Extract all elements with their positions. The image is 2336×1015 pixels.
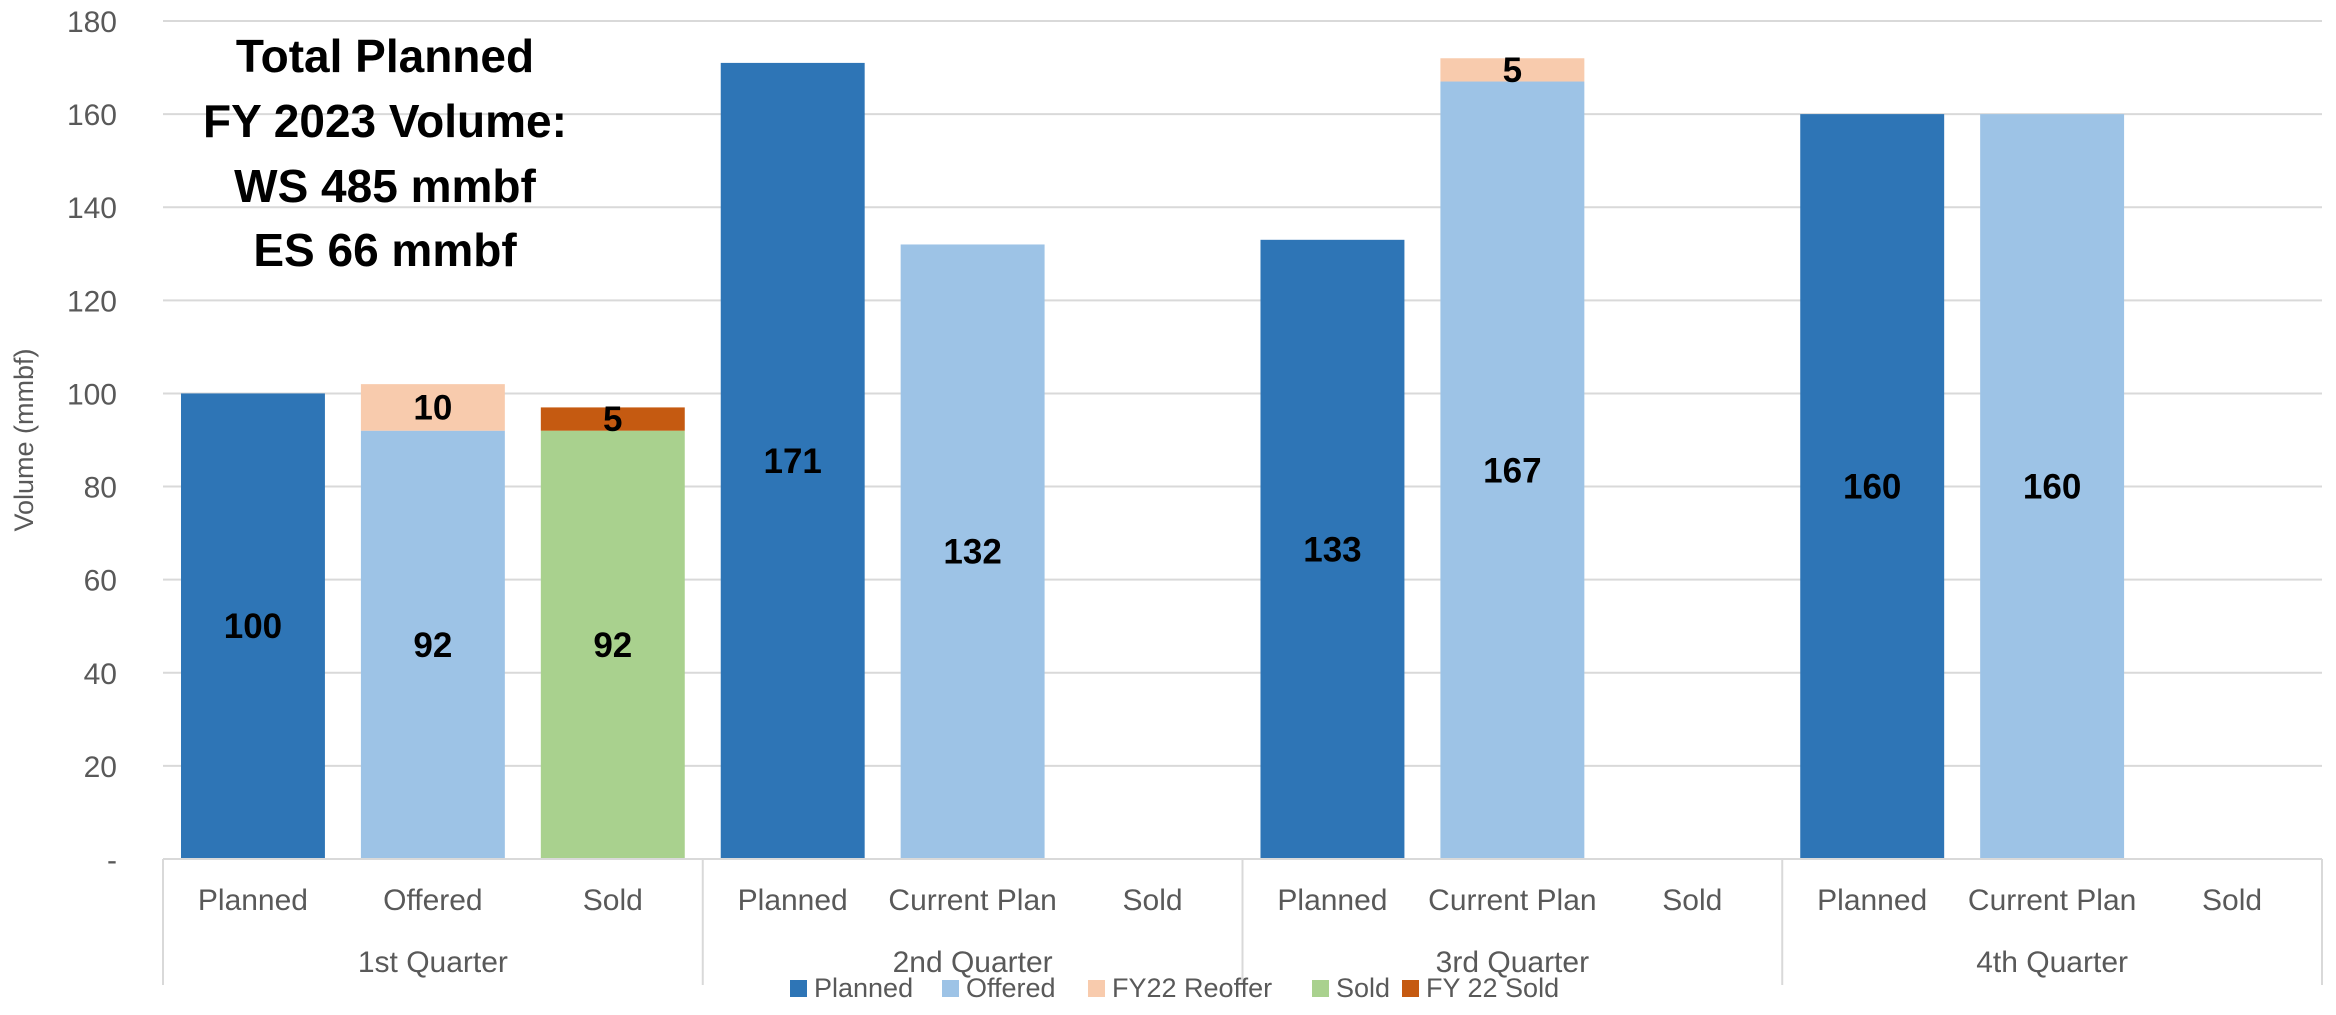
data-label: 92 [593,626,632,665]
legend-label: Planned [814,973,913,1003]
legend-swatch [1312,980,1329,997]
x-tick-label: Planned [1817,884,1927,917]
x-tick-label: Current Plan [888,884,1056,917]
legend-label: Sold [1336,973,1390,1003]
gridlines [163,20,2322,767]
x-tick-label: Sold [583,884,643,917]
group-label: 1st Quarter [358,946,508,979]
annotation-line: FY 2023 Volume: [203,95,567,147]
data-label: 160 [2023,468,2081,507]
bar-segment-sold [540,430,685,859]
data-label: 167 [1483,451,1541,490]
data-label: 92 [413,626,452,665]
legend-label: Offered [966,973,1056,1003]
annotation-line: Total Planned [236,30,534,82]
bar-segment-offered [900,244,1045,859]
y-tick-label: - [107,844,117,877]
data-label: 100 [224,607,282,646]
data-label: 5 [1503,51,1522,90]
y-tick-label: 120 [67,285,117,318]
x-tick-label: Sold [1123,884,1183,917]
y-tick-label: 100 [67,378,117,411]
y-tick-label: 20 [84,751,117,784]
legend-label: FY 22 Sold [1426,973,1559,1003]
data-label: 132 [943,533,1001,572]
bar-segment-offered [360,430,505,859]
x-tick-label: Current Plan [1968,884,2136,917]
bar-segment-offered [1440,81,1585,860]
bar-segment-planned [720,62,865,859]
x-tick-label: Current Plan [1428,884,1596,917]
data-label: 5 [603,400,622,439]
bar-segment-offered [1980,114,2125,860]
data-label: 133 [1303,530,1361,569]
x-tick-label: Offered [383,884,483,917]
data-label: 171 [764,442,822,481]
annotation-line: ES 66 mmbf [253,224,517,276]
y-tick-label: 140 [67,192,117,225]
y-tick-label: 60 [84,565,117,598]
y-axis-title: Volume (mmbf) [9,348,39,531]
group-label: 4th Quarter [1976,946,2128,979]
total-planned-annotation: Total Planned FY 2023 Volume: WS 485 mmbf E… [203,30,567,276]
data-label: 10 [413,388,452,427]
bar-segment-planned [180,393,325,859]
x-tick-label: Planned [738,884,848,917]
bar-segment-fy-22-sold [540,407,685,431]
legend: Planned Offered FY22 Reoffer Sold FY 22 Sold [790,973,1559,1003]
legend-swatch [942,980,959,997]
data-labels: 100 92 10 92 5 171 132 133 167 5 160 160 [224,51,2082,665]
y-tick-label: 80 [84,472,117,505]
legend-swatch [790,980,807,997]
y-tick-label: 180 [67,6,117,39]
legend-swatch [1402,980,1419,997]
bar-segment-planned [1800,114,1945,860]
y-tick-label: 40 [84,658,117,691]
annotation-line: WS 485 mmbf [234,160,536,212]
x-tick-label: Sold [2202,884,2262,917]
x-tick-label: Sold [1662,884,1722,917]
group-label: 3rd Quarter [1436,946,1589,979]
legend-label: FY22 Reoffer [1112,973,1272,1003]
legend-swatch [1088,980,1105,997]
x-tick-label: Planned [1277,884,1387,917]
axes: - 20 40 60 80 100 120 140 160 180 Planned Offered So… [67,6,2323,985]
y-tick-label: 160 [67,99,117,132]
group-label: 2nd Quarter [893,946,1053,979]
bars [180,58,2125,860]
bar-segment-fy22-reoffer [360,384,505,431]
data-label: 160 [1843,468,1901,507]
x-tick-label: Planned [198,884,308,917]
bar-segment-planned [1260,239,1405,860]
bar-segment-fy22-reoffer [1440,58,1585,82]
